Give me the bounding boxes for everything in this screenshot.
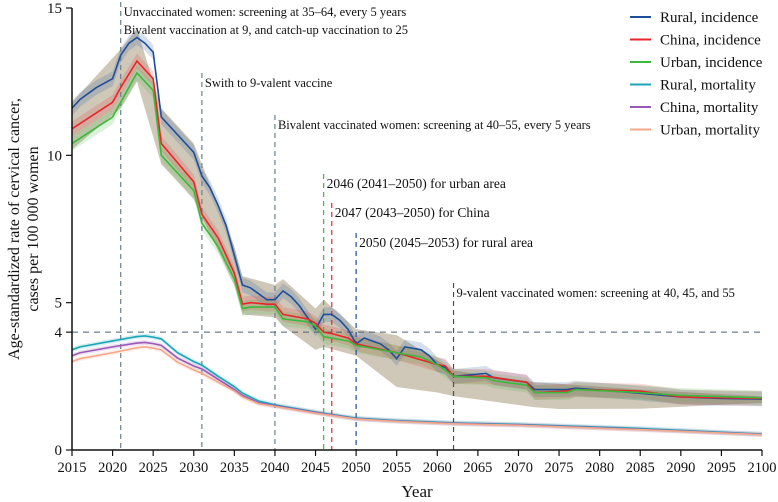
y-tick-label: 15 [47,1,62,17]
y-axis-label-line1: Age-standardized rate of cervical cancer… [6,98,23,360]
legend-label: China, incidence [660,33,761,49]
annotations: Unvaccinated women: screening at 35–64, … [124,5,735,300]
x-tick-label: 2045 [301,460,330,476]
confidence-bands [72,28,762,438]
series-band [72,53,762,406]
x-tick-label: 2065 [463,460,492,476]
annotation-text: Bivalent vaccination at 9, and catch-up … [124,23,408,37]
axes [71,8,762,451]
x-ticks: 2015 2020 2025 2030 2035 2040 2045 2050 2055 2060… [58,450,777,476]
legend-label: Urban, mortality [660,123,760,139]
x-tick-label: 2085 [626,460,655,476]
x-tick-label: 2060 [423,460,452,476]
x-tick-label: 2080 [585,460,614,476]
legend-label: China, mortality [660,100,759,116]
annotation-text: 9-valent vaccinated women: screening at … [457,286,735,300]
legend-label: Rural, incidence [660,10,759,26]
y-ticks: 0 4 5 10 15 [47,1,72,459]
legend: Rural, incidence China, incidence Urban, i… [630,10,763,139]
legend-label: Rural, mortality [660,78,756,94]
series-line-urban-incidence [71,71,763,399]
y-tick-label: 0 [55,443,63,459]
series-line-rural-incidence [71,36,763,400]
x-tick-label: 2055 [382,460,411,476]
series-lines [71,36,763,436]
x-tick-label: 2095 [707,460,736,476]
series-line-urban-mortality [71,346,763,436]
x-tick-label: 2070 [504,460,533,476]
x-tick-label: 2040 [260,460,289,476]
x-tick-label: 2100 [748,460,777,476]
annotation-text: 2046 (2041–2050) for urban area [327,176,506,191]
annotation-text: Bivalent vaccinated women: screening at … [278,118,591,132]
x-tick-label: 2050 [342,460,371,476]
y-tick-label: 4 [55,325,63,341]
x-tick-label: 2075 [545,460,574,476]
annotation-text: 2050 (2045–2053) for rural area [359,235,533,250]
y-axis-label-line2: cases per 100 000 women [25,146,42,311]
x-axis-label: Year [401,482,433,501]
x-tick-label: 2090 [666,460,695,476]
x-tick-label: 2035 [220,460,249,476]
x-tick-label: 2020 [98,460,127,476]
x-tick-label: 2030 [179,460,208,476]
annotation-text: 2047 (2043–2050) for China [335,205,490,220]
annotation-text: Unvaccinated women: screening at 35–64, … [124,5,407,19]
x-tick-label: 2015 [58,460,87,476]
incidence-confidence-band [72,28,762,410]
x-tick-label: 2025 [139,460,168,476]
y-tick-label: 10 [47,148,62,164]
y-tick-label: 5 [55,296,63,312]
legend-label: Urban, incidence [660,55,763,71]
annotation-text: Swith to 9-valent vaccine [205,76,333,90]
